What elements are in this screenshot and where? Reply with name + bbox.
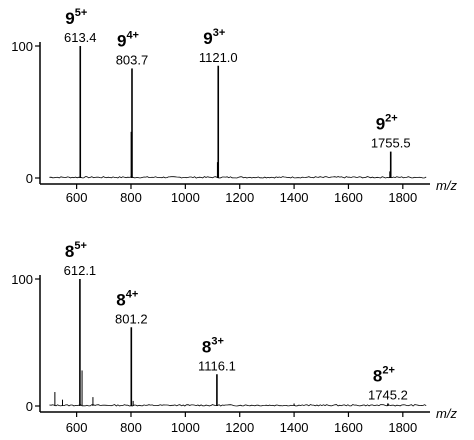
y-tick-label: 0 bbox=[26, 399, 33, 414]
ion-label: 95+ bbox=[65, 7, 87, 28]
x-tick-label: 800 bbox=[120, 190, 142, 205]
peak-mz-label: 1755.5 bbox=[371, 136, 411, 151]
ion-number: 9 bbox=[376, 115, 385, 134]
peak-mz-label: 803.7 bbox=[116, 52, 149, 67]
ion-number: 9 bbox=[117, 31, 126, 50]
ion-label: 92+ bbox=[376, 113, 398, 134]
ion-label: 85+ bbox=[65, 240, 87, 261]
x-tick-label: 1600 bbox=[334, 190, 363, 205]
x-tick-label: 1200 bbox=[225, 190, 254, 205]
baseline-trace bbox=[49, 176, 427, 179]
y-tick-label: 100 bbox=[11, 39, 33, 54]
x-tick-label: 1800 bbox=[388, 190, 417, 205]
ion-label: 82+ bbox=[373, 364, 395, 385]
x-tick-label: 600 bbox=[66, 420, 88, 435]
ion-number: 9 bbox=[65, 9, 74, 28]
x-tick-label: 1000 bbox=[171, 420, 200, 435]
x-tick-label: 1400 bbox=[280, 190, 309, 205]
baseline-trace bbox=[49, 404, 427, 407]
peak-mz-label: 801.2 bbox=[115, 311, 148, 326]
x-axis-label: m/z bbox=[436, 178, 457, 193]
x-axis-label: m/z bbox=[436, 406, 457, 421]
ion-charge: 2+ bbox=[385, 113, 398, 125]
x-tick-label: 1000 bbox=[171, 190, 200, 205]
ion-number: 8 bbox=[116, 290, 125, 309]
ion-number: 8 bbox=[373, 366, 382, 385]
ion-number: 8 bbox=[202, 337, 211, 356]
ion-charge: 5+ bbox=[75, 7, 88, 19]
ion-label: 83+ bbox=[202, 335, 224, 356]
x-tick-label: 1200 bbox=[225, 420, 254, 435]
ion-charge: 2+ bbox=[382, 364, 395, 376]
ion-number: 9 bbox=[203, 29, 212, 48]
ion-label: 84+ bbox=[116, 288, 138, 309]
peak-mz-label: 1745.2 bbox=[368, 387, 408, 402]
y-tick-label: 0 bbox=[26, 171, 33, 186]
x-tick-label: 1600 bbox=[334, 420, 363, 435]
x-tick-label: 600 bbox=[66, 190, 88, 205]
ion-charge: 3+ bbox=[211, 335, 224, 347]
peak-mz-label: 613.4 bbox=[64, 30, 97, 45]
ion-charge: 4+ bbox=[126, 29, 139, 41]
ion-charge: 3+ bbox=[213, 27, 226, 39]
y-tick-label: 100 bbox=[11, 272, 33, 287]
ion-label: 94+ bbox=[117, 29, 139, 50]
x-tick-label: 1400 bbox=[280, 420, 309, 435]
x-tick-label: 1800 bbox=[388, 420, 417, 435]
peak-mz-label: 1116.1 bbox=[198, 358, 236, 373]
x-tick-label: 800 bbox=[120, 420, 142, 435]
ion-number: 8 bbox=[65, 242, 74, 261]
ion-charge: 5+ bbox=[74, 240, 87, 252]
ion-charge: 4+ bbox=[126, 288, 139, 300]
peak-mz-label: 1121.0 bbox=[199, 50, 238, 65]
ion-label: 93+ bbox=[203, 27, 225, 48]
peak-mz-label: 612.1 bbox=[64, 263, 97, 278]
